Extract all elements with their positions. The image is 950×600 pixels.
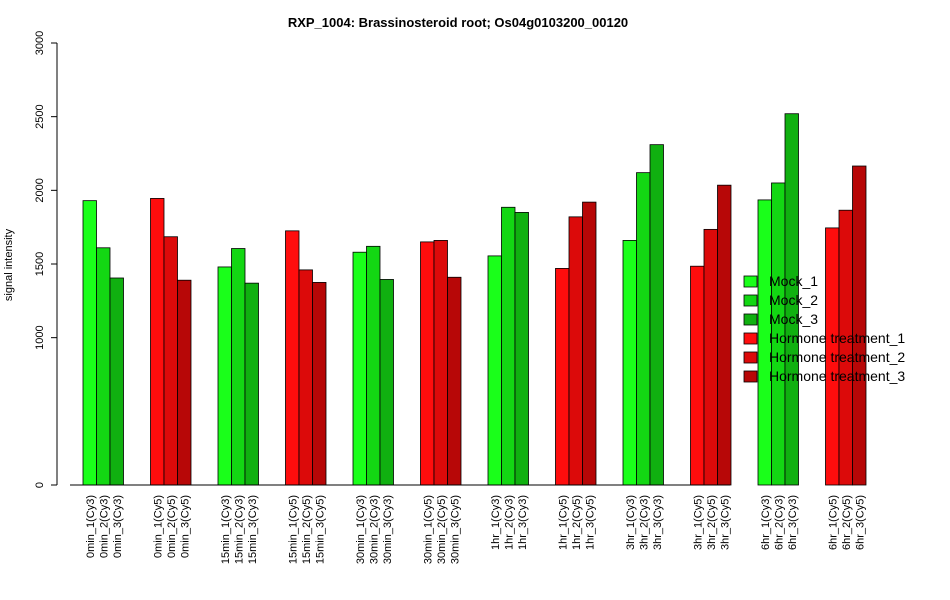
category-label: 3hr_2(Cy3) [638,495,650,550]
bar [150,198,165,486]
bar [690,265,705,486]
category-label: 30min_3(Cy3) [382,495,394,564]
category-labels: 0min_1(Cy3) 0min_2(Cy3) 0min_3(Cy3) 0min_1(… [85,495,867,564]
y-axis-label: signal intensity [3,228,15,301]
category-label: 3hr_2(Cy5) [706,495,718,550]
category-label: 6hr_3(Cy3) [787,495,799,550]
category-label: 0min_1(Cy3) [85,495,97,558]
bar [298,269,313,486]
bar [244,282,259,486]
bar [352,251,367,486]
bar [784,113,799,486]
category-label: 6hr_1(Cy3) [760,495,772,550]
category-label: 15min_3(Cy3) [247,495,259,564]
legend-label: Mock_2 [769,292,818,308]
category-label: 6hr_2(Cy5) [841,495,853,550]
y-tick-label: 2000 [34,178,46,202]
bar [582,201,597,486]
category-label: 1hr_1(Cy5) [557,495,569,550]
y-tick-label: 2500 [34,104,46,128]
bar [109,277,124,486]
bar [717,184,732,486]
legend-swatch [743,313,758,326]
category-label: 0min_1(Cy5) [152,495,164,558]
category-label: 1hr_3(Cy5) [584,495,596,550]
category-label: 15min_1(Cy3) [220,495,232,564]
category-label: 30min_2(Cy5) [436,495,448,564]
bar [312,282,327,486]
bar [96,247,111,486]
legend-label: Mock_3 [769,311,818,327]
bar [649,144,664,486]
bar [501,206,516,486]
chart-title: RXP_1004: Brassinosteroid root; Os04g010… [288,15,628,30]
bar [555,268,570,486]
bar [379,279,394,486]
y-tick-label: 0 [34,482,46,488]
category-label: 3hr_1(Cy5) [692,495,704,550]
legend-label: Hormone treatment_2 [769,349,905,365]
legend-label: Hormone treatment_1 [769,330,905,346]
category-label: 0min_2(Cy5) [166,495,178,558]
bar [838,209,853,486]
bars [82,113,867,486]
category-label: 1hr_2(Cy3) [503,495,515,550]
category-label: 1hr_1(Cy3) [490,495,502,550]
bar [433,240,448,486]
bar [163,236,178,486]
category-label: 15min_2(Cy3) [233,495,245,564]
bar [231,248,246,486]
legend: Mock_1 Mock_2 Mock_3 Hormone treatment_1 Hor… [743,273,905,384]
bar [703,228,718,486]
category-label: 1hr_2(Cy5) [571,495,583,550]
legend-swatch [743,275,758,288]
legend-swatch [743,294,758,307]
category-label: 3hr_3(Cy5) [719,495,731,550]
category-label: 6hr_1(Cy5) [827,495,839,550]
bar [487,255,502,486]
category-label: 0min_3(Cy5) [179,495,191,558]
legend-label: Mock_1 [769,273,818,289]
category-label: 6hr_2(Cy3) [773,495,785,550]
category-label: 0min_2(Cy3) [98,495,110,558]
bar [217,266,232,486]
y-tick-label: 3000 [34,31,46,55]
bar [366,245,381,486]
bar [514,212,529,486]
category-label: 15min_3(Cy5) [314,495,326,564]
bar [622,240,637,486]
category-label: 0min_3(Cy3) [112,495,124,558]
bar [82,200,97,486]
category-label: 15min_2(Cy5) [301,495,313,564]
category-label: 30min_2(Cy3) [368,495,380,564]
category-label: 30min_1(Cy5) [422,495,434,564]
category-label: 6hr_3(Cy5) [854,495,866,550]
category-label: 15min_1(Cy5) [287,495,299,564]
legend-swatch [743,370,758,383]
legend-label: Hormone treatment_3 [769,368,905,384]
y-axis: 0 1000 1500 2000 2500 3000 [34,31,58,488]
y-tick-label: 1000 [34,325,46,349]
bar [420,241,435,486]
bar [568,216,583,486]
category-label: 3hr_3(Cy3) [652,495,664,550]
bar [852,165,867,486]
legend-swatch [743,351,758,364]
category-label: 3hr_1(Cy3) [625,495,637,550]
category-label: 1hr_3(Cy3) [517,495,529,550]
category-label: 30min_1(Cy3) [355,495,367,564]
legend-swatch [743,332,758,345]
bar [177,279,192,486]
y-tick-label: 1500 [34,252,46,276]
bar [447,276,462,486]
category-label: 30min_3(Cy5) [449,495,461,564]
bar [285,230,300,486]
bar [636,172,651,486]
